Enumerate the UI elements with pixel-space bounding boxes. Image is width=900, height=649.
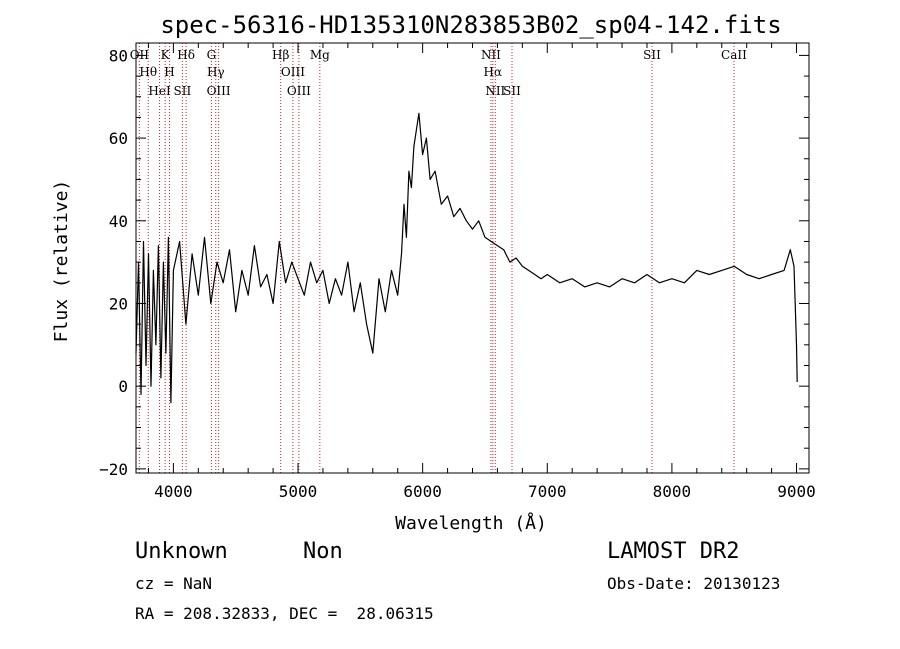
y-tick-label-1: 0 <box>118 377 128 396</box>
coordinates-label: RA = 208.32833, DEC = 28.06315 <box>135 604 434 623</box>
line-label-11: OIII <box>281 65 305 79</box>
spectrum-line-0 <box>135 112 798 404</box>
subclass-label: Non <box>303 539 343 564</box>
obs-date-label: Obs-Date: 20130123 <box>607 574 781 593</box>
x-tick-label-5: 9000 <box>777 482 816 501</box>
x-tick-label-4: 8000 <box>653 482 692 501</box>
y-tick-label-4: 60 <box>109 129 128 148</box>
line-label-18: SII <box>643 48 661 62</box>
plot-frame <box>135 42 810 474</box>
line-label-1: Hθ <box>139 65 157 79</box>
y-axis-label: Flux (relative) <box>51 180 72 343</box>
line-label-12: OIII <box>287 84 311 98</box>
line-label-13: Mg <box>310 48 330 62</box>
line-label-16: NII <box>485 84 505 98</box>
line-label-6: Hδ <box>177 48 195 62</box>
y-tick-label-2: 20 <box>109 294 128 313</box>
survey-label: LAMOST DR2 <box>607 539 740 564</box>
x-axis-label: Wavelength (Å) <box>395 512 547 534</box>
line-label-5: SII <box>174 84 192 98</box>
line-label-8: Hγ <box>207 65 225 79</box>
line-label-14: NII <box>481 48 501 62</box>
line-label-17: SII <box>503 84 521 98</box>
x-tick-label-0: 4000 <box>154 482 193 501</box>
line-label-7: G <box>207 48 217 62</box>
spectrum-series <box>135 112 798 404</box>
x-tick-label-2: 6000 <box>403 482 442 501</box>
x-tick-label-1: 5000 <box>279 482 318 501</box>
line-label-15: Hα <box>484 65 503 79</box>
classification-label: Unknown <box>135 539 228 564</box>
line-label-19: CaII <box>721 48 747 62</box>
axes: 4000 5000 6000 7000 8000 9000 −20 0 20 40 60 80 <box>99 43 816 501</box>
redshift-label: cz = NaN <box>135 574 213 593</box>
line-label-10: Hβ <box>272 48 289 62</box>
y-tick-label-0: −20 <box>99 460 128 479</box>
y-tick-label-3: 40 <box>109 212 128 231</box>
line-label-2: HeI <box>148 84 171 98</box>
chart-title: spec-56316-HD135310N283853B02_sp04-142.f… <box>160 11 781 39</box>
y-tick-label-5: 80 <box>109 46 128 65</box>
line-label-3: K <box>161 48 171 62</box>
x-tick-label-3: 7000 <box>528 482 567 501</box>
line-label-9: OIII <box>207 84 231 98</box>
line-label-4: H <box>164 65 174 79</box>
